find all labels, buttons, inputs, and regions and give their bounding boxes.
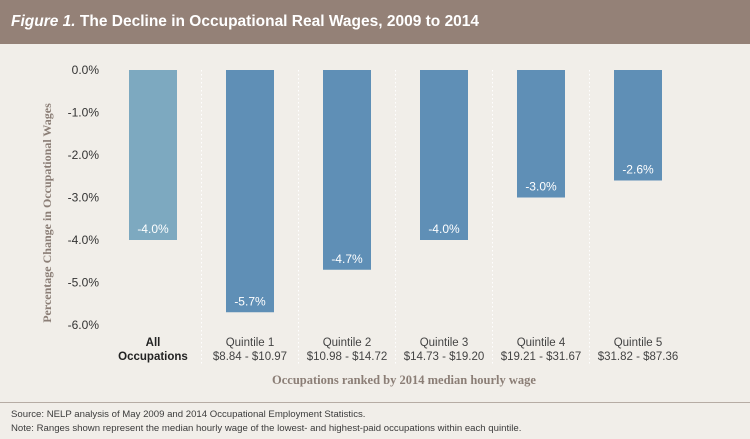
y-tick-label: -6.0% (68, 318, 100, 332)
category-label: Occupations (118, 351, 188, 363)
data-label: -3.0% (525, 180, 557, 194)
y-tick-label: -3.0% (68, 191, 100, 205)
bar (129, 70, 177, 240)
figure-label: Figure 1. (11, 13, 76, 30)
source-note: Source: NELP analysis of May 2009 and 20… (11, 409, 366, 420)
y-tick-label: -1.0% (68, 106, 100, 120)
y-tick-label: -5.0% (68, 276, 100, 290)
category-label: Quintile 4 (517, 337, 566, 349)
footer: Source: NELP analysis of May 2009 and 20… (0, 402, 750, 439)
range-note: Note: Ranges shown represent the median … (11, 423, 522, 434)
bars: -4.0% -5.7% -4.7% -4.0% -3.0% -2.6% (129, 70, 662, 313)
data-label: -4.0% (428, 222, 460, 236)
category-label: $19.21 - $31.67 (501, 351, 582, 363)
bar (420, 70, 468, 240)
bar (517, 70, 565, 198)
y-tick-label: -4.0% (68, 233, 100, 247)
figure-title: The Decline in Occupational Real Wages, … (79, 13, 480, 30)
y-tick-label: 0.0% (72, 63, 100, 77)
bar (226, 70, 274, 313)
data-label: -2.6% (622, 163, 654, 177)
category-label: All (146, 337, 161, 349)
y-axis-label: Percentage Change in Occupational Wages (40, 103, 54, 323)
category-label: Quintile 1 (226, 337, 275, 349)
data-label: -4.0% (137, 222, 169, 236)
category-label: $14.73 - $19.20 (404, 351, 485, 363)
data-label: -4.7% (331, 252, 363, 266)
data-label: -5.7% (234, 294, 266, 308)
category-dividers (201, 70, 590, 364)
x-axis-label: Occupations ranked by 2014 median hourly… (272, 373, 536, 387)
x-category-labels: All Occupations Quintile 1 $8.84 - $10.97 Qu… (118, 337, 678, 363)
category-label: Quintile 2 (323, 337, 372, 349)
category-label: $8.84 - $10.97 (213, 351, 287, 363)
bar (323, 70, 371, 270)
y-tick-labels: 0.0% -1.0% -2.0% -3.0% -4.0% -5.0% -6.0% (68, 63, 100, 332)
figure-header: Figure 1. The Decline in Occupational Re… (0, 0, 750, 44)
category-label: $31.82 - $87.36 (598, 351, 679, 363)
category-label: Quintile 3 (420, 337, 469, 349)
category-label: Quintile 5 (614, 337, 663, 349)
bar-chart: -4.0% -5.7% -4.7% -4.0% -3.0% -2.6% 0.0% -1.0%… (40, 63, 678, 387)
bar (614, 70, 662, 181)
category-label: $10.98 - $14.72 (307, 351, 388, 363)
y-tick-label: -2.0% (68, 148, 100, 162)
